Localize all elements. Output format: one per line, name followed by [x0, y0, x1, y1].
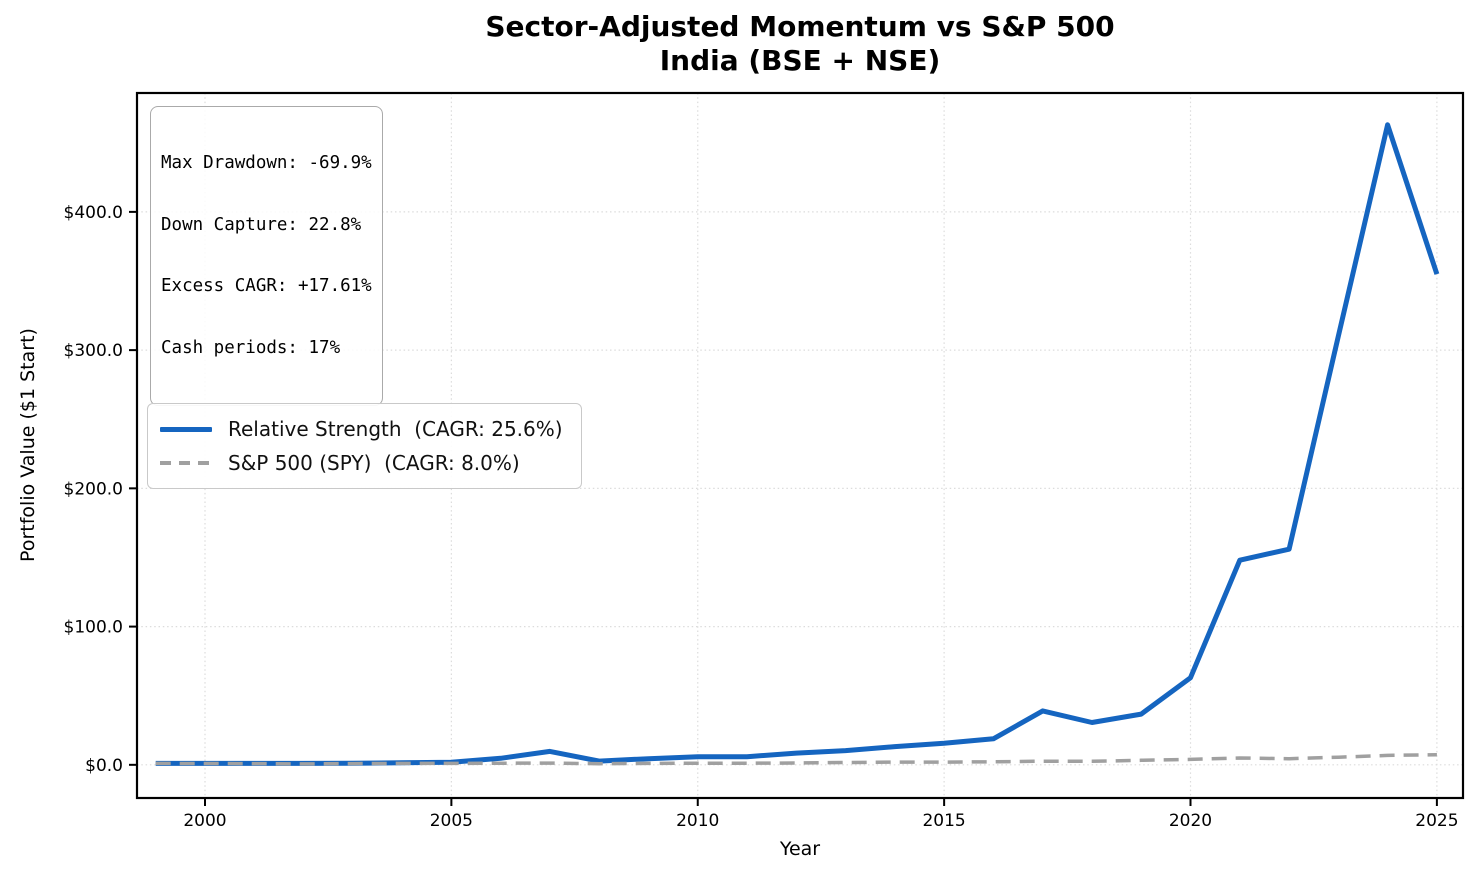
- legend-entry-strategy: Relative Strength (CAGR: 25.6%): [160, 414, 563, 444]
- x-tick-label: 2005: [430, 811, 473, 831]
- y-tick-label: $100.0: [64, 618, 123, 638]
- x-tick-label: 2025: [1415, 811, 1458, 831]
- series-line-benchmark: [155, 752, 1437, 766]
- y-tick-label: $300.0: [64, 341, 123, 361]
- legend-sample-strategy-line: [160, 426, 212, 432]
- y-tick-label: $400.0: [64, 203, 123, 223]
- y-tick-label: $200.0: [64, 479, 123, 499]
- chart-title-line2: India (BSE + NSE): [659, 44, 941, 77]
- x-tick-label: 2015: [922, 811, 965, 831]
- axis-ticks: 2000 2005 2010 2015 2020 2025 $0.0 $100.0 $200.0…: [64, 203, 1459, 831]
- x-tick-label: 2000: [183, 811, 226, 831]
- legend-label-strategy: Relative Strength (CAGR: 25.6%): [228, 417, 563, 441]
- y-axis-label: Portfolio Value ($1 Start): [17, 328, 39, 562]
- x-tick-label: 2020: [1169, 811, 1212, 831]
- axes-frame: [135, 91, 1465, 800]
- stat-excess-cagr: Excess CAGR: +17.61%: [161, 276, 372, 296]
- legend: Relative Strength (CAGR: 25.6%) S&P 500 …: [147, 403, 582, 489]
- legend-entry-benchmark: S&P 500 (SPY) (CAGR: 8.0%): [160, 448, 563, 478]
- stat-max-drawdown: Max Drawdown: -69.9%: [161, 153, 372, 173]
- legend-sample-benchmark-line: [160, 461, 212, 465]
- chart-title: Sector-Adjusted Momentum vs S&P 500 Indi…: [137, 10, 1463, 78]
- series-line-strategy: [155, 122, 1440, 766]
- stat-cash-periods: Cash periods: 17%: [161, 337, 341, 358]
- chart-title-line1: Sector-Adjusted Momentum vs S&P 500: [485, 10, 1115, 43]
- y-tick-label: $0.0: [85, 756, 123, 776]
- stats-annotation-box: Max Drawdown: -69.9% Down Capture: 22.8%…: [150, 106, 383, 406]
- stat-down-capture: Down Capture: 22.8%: [161, 214, 362, 235]
- x-axis-label: Year: [779, 838, 821, 860]
- series-lines: [155, 122, 1440, 766]
- x-tick-label: 2010: [676, 811, 719, 831]
- legend-label-benchmark: S&P 500 (SPY) (CAGR: 8.0%): [228, 451, 520, 475]
